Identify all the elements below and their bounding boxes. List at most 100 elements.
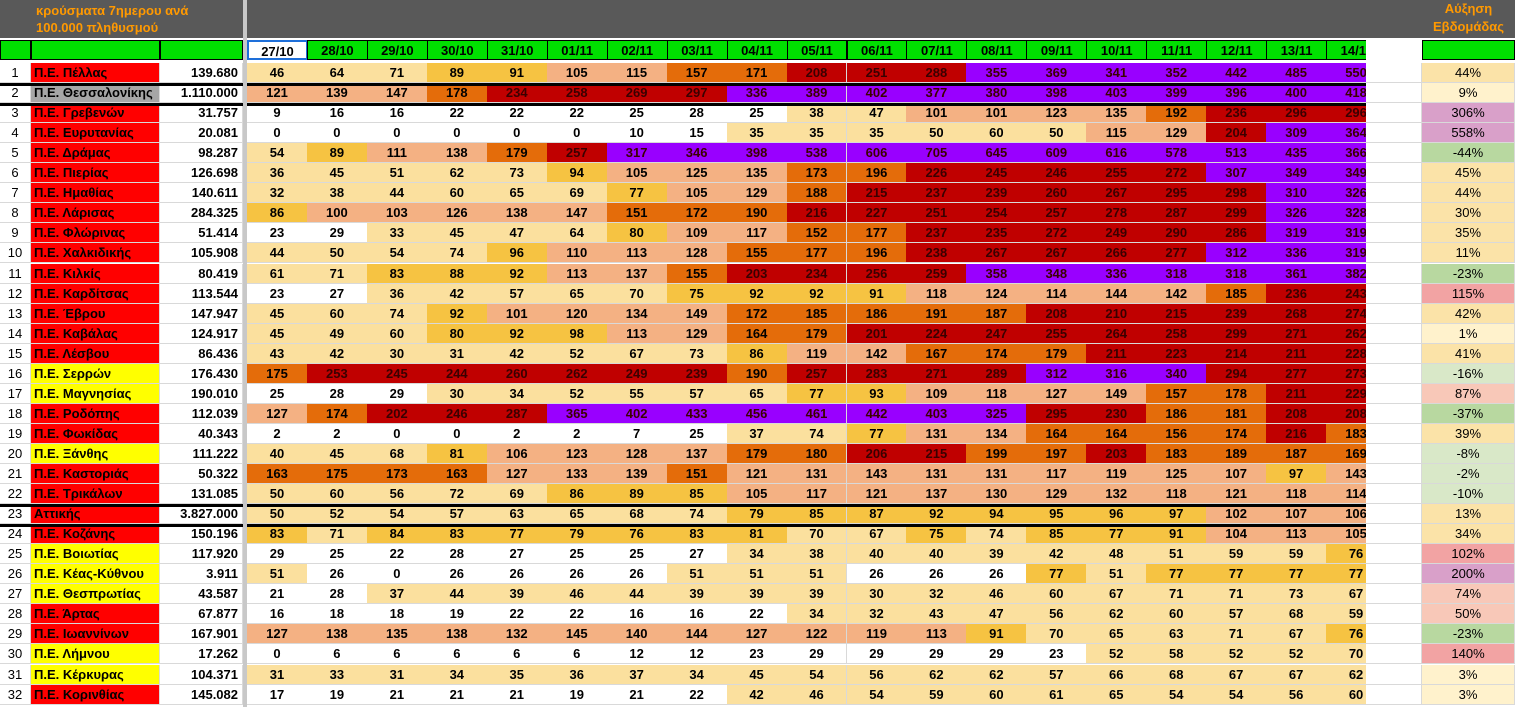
row-number[interactable]: 12 [0,283,31,304]
case-rate-cell[interactable]: 0 [426,423,488,444]
weekly-growth-cell[interactable]: 44% [1422,183,1515,204]
case-rate-cell[interactable]: 61 [247,263,308,284]
case-rate-cell[interactable]: 23 [726,644,788,665]
case-rate-cell[interactable]: 117 [1026,464,1088,484]
case-rate-cell[interactable]: 307 [1206,163,1268,184]
case-rate-cell[interactable]: 121 [726,464,788,484]
case-rate-cell[interactable]: 44 [366,183,428,204]
case-rate-cell[interactable]: 705 [906,143,968,164]
case-rate-cell[interactable]: 59 [1266,544,1328,565]
case-rate-cell[interactable]: 298 [1206,183,1268,204]
case-rate-cell[interactable]: 299 [1206,323,1268,344]
weekly-growth-cell[interactable]: -10% [1422,484,1515,505]
case-rate-cell[interactable]: 51 [726,564,788,585]
region-name-cell[interactable]: Π.Ε. Ροδόπης [31,403,160,424]
case-rate-cell[interactable]: 268 [1266,303,1328,324]
case-rate-cell[interactable]: 37 [366,584,428,605]
case-rate-cell[interactable]: 52 [546,343,608,364]
case-rate-cell[interactable]: 58 [1146,644,1208,665]
case-rate-cell[interactable]: 139 [606,464,668,484]
region-name-cell[interactable]: Π.Ε. Κέας-Κύθνου [31,564,160,585]
weekly-growth-cell[interactable]: 1% [1422,323,1515,344]
row-number[interactable]: 23 [0,504,31,525]
case-rate-cell[interactable]: 31 [366,664,428,685]
case-rate-cell[interactable]: 144 [666,624,728,645]
weekly-growth-cell[interactable]: 45% [1422,163,1515,184]
case-rate-cell[interactable]: 157 [1146,383,1208,404]
case-rate-cell[interactable]: 94 [966,504,1028,525]
row-number[interactable]: 5 [0,143,31,164]
case-rate-cell[interactable]: 79 [546,524,608,545]
case-rate-cell[interactable]: 124 [966,283,1028,304]
case-rate-cell[interactable]: 196 [846,243,908,264]
case-rate-cell[interactable]: 269 [606,83,668,104]
case-rate-cell[interactable]: 38 [306,183,368,204]
date-header-cell[interactable]: 03/11 [666,40,728,60]
case-rate-cell[interactable]: 71 [1206,624,1268,645]
case-rate-cell[interactable]: 0 [546,123,608,144]
case-rate-cell[interactable]: 21 [606,684,668,705]
row-number[interactable]: 2 [0,83,31,104]
case-rate-cell[interactable]: 45 [306,163,368,184]
case-rate-cell[interactable]: 123 [546,443,608,464]
case-rate-cell[interactable]: 26 [306,564,368,585]
case-rate-cell[interactable]: 230 [1086,403,1148,424]
case-rate-cell[interactable]: 45 [306,443,368,464]
case-rate-cell[interactable]: 46 [247,63,308,83]
case-rate-cell[interactable]: 21 [247,584,308,605]
case-rate-cell[interactable]: 16 [666,604,728,625]
case-rate-cell[interactable]: 163 [426,464,488,484]
case-rate-cell[interactable]: 36 [247,163,308,184]
case-rate-cell[interactable]: 152 [786,223,848,244]
row-number[interactable]: 13 [0,303,31,324]
case-rate-cell[interactable]: 179 [726,443,788,464]
case-rate-cell[interactable]: 70 [1026,624,1088,645]
case-rate-cell[interactable]: 39 [666,584,728,605]
population-cell[interactable]: 190.010 [160,383,243,404]
case-rate-cell[interactable]: 117 [726,223,788,244]
case-rate-cell[interactable]: 54 [1206,684,1268,705]
weekly-growth-cell[interactable]: 34% [1422,524,1515,545]
case-rate-cell[interactable]: 255 [1086,163,1148,184]
case-rate-cell[interactable]: 42 [726,684,788,705]
case-rate-cell[interactable]: 181 [1206,403,1268,424]
population-cell[interactable]: 113.544 [160,283,243,304]
row-number[interactable]: 32 [0,684,31,705]
case-rate-cell[interactable]: 60 [426,183,488,204]
case-rate-cell[interactable]: 43 [247,343,308,364]
case-rate-cell[interactable]: 38 [786,544,848,565]
case-rate-cell[interactable]: 645 [966,143,1028,164]
case-rate-cell[interactable]: 208 [1026,303,1088,324]
case-rate-cell[interactable]: 25 [606,544,668,565]
case-rate-cell[interactable]: 31 [247,664,308,685]
case-rate-cell[interactable]: 258 [546,83,608,104]
row-number[interactable]: 21 [0,464,31,484]
case-rate-cell[interactable]: 37 [726,423,788,444]
empty-cell[interactable] [1366,584,1422,605]
empty-cell[interactable] [1366,644,1422,665]
case-rate-cell[interactable]: 83 [666,524,728,545]
case-rate-cell[interactable]: 96 [1086,504,1148,525]
case-rate-cell[interactable]: 174 [306,403,368,424]
case-rate-cell[interactable]: 67 [1266,664,1328,685]
case-rate-cell[interactable]: 55 [606,383,668,404]
case-rate-cell[interactable]: 63 [486,504,548,525]
row-number[interactable]: 25 [0,544,31,565]
case-rate-cell[interactable]: 57 [1026,664,1088,685]
case-rate-cell[interactable]: 132 [1086,484,1148,505]
case-rate-cell[interactable]: 129 [1146,123,1208,144]
case-rate-cell[interactable]: 340 [1146,363,1208,384]
population-cell[interactable]: 20.081 [160,123,243,144]
case-rate-cell[interactable]: 137 [606,263,668,284]
case-rate-cell[interactable]: 77 [1206,564,1268,585]
weekly-growth-cell[interactable]: 306% [1422,103,1515,124]
case-rate-cell[interactable]: 204 [1206,123,1268,144]
case-rate-cell[interactable]: 262 [546,363,608,384]
empty-cell[interactable] [1366,423,1422,444]
case-rate-cell[interactable]: 286 [1206,223,1268,244]
case-rate-cell[interactable]: 0 [247,123,308,144]
case-rate-cell[interactable]: 266 [1086,243,1148,264]
weekly-growth-cell[interactable]: -8% [1422,443,1515,464]
case-rate-cell[interactable]: 117 [786,484,848,505]
weekly-growth-cell[interactable]: -37% [1422,403,1515,424]
